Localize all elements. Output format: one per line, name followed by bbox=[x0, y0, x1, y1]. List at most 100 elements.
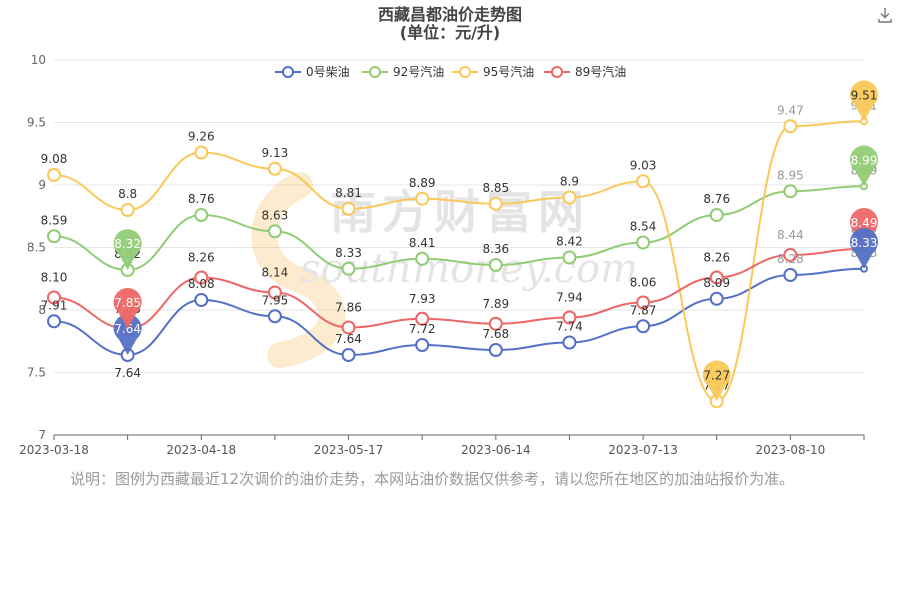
chart-subtitle: (单位：元/升) bbox=[400, 23, 500, 42]
series-point[interactable] bbox=[47, 314, 61, 329]
marker-pin: 8.33 bbox=[850, 228, 878, 269]
y-tick-label: 7 bbox=[38, 428, 46, 442]
data-label: 7.93 bbox=[409, 292, 436, 306]
legend-swatch-dot bbox=[551, 66, 563, 78]
marker-pin: 8.32 bbox=[113, 229, 142, 270]
watermark-text-cn: 南方财富网 bbox=[330, 185, 590, 239]
legend[interactable]: 0号柴油 92号汽油 95号汽油 89号汽油 bbox=[275, 64, 626, 79]
marker-pin: 9.51 bbox=[850, 80, 879, 122]
series-point[interactable] bbox=[783, 119, 798, 134]
series-point[interactable] bbox=[488, 316, 503, 331]
legend-label: 89号汽油 bbox=[575, 64, 626, 79]
y-tick-label: 8 bbox=[38, 303, 46, 317]
legend-item[interactable]: 0号柴油 bbox=[275, 65, 350, 79]
series-point[interactable] bbox=[341, 348, 356, 362]
marker-label: 7.27 bbox=[703, 368, 730, 382]
series-point[interactable] bbox=[488, 258, 503, 272]
series-point[interactable] bbox=[783, 184, 798, 199]
legend-item[interactable]: 92号汽油 bbox=[362, 64, 444, 79]
data-label: 7.87 bbox=[630, 303, 657, 317]
series-point[interactable] bbox=[47, 229, 61, 244]
data-label: 8.33 bbox=[335, 246, 362, 260]
data-label: 9.47 bbox=[777, 103, 804, 117]
marker-shape bbox=[850, 80, 879, 122]
data-label: 8.59 bbox=[41, 213, 68, 227]
download-icon[interactable] bbox=[876, 6, 894, 24]
series-point[interactable] bbox=[562, 310, 577, 325]
series-point[interactable] bbox=[267, 224, 282, 239]
series-point[interactable] bbox=[341, 261, 356, 276]
series-point[interactable] bbox=[194, 270, 209, 285]
series-point[interactable] bbox=[562, 335, 577, 350]
legend-item[interactable]: 95号汽油 bbox=[452, 64, 534, 79]
series-point[interactable] bbox=[120, 203, 135, 217]
series-point[interactable] bbox=[415, 191, 430, 206]
data-label: 8.42 bbox=[556, 235, 583, 249]
series-point[interactable] bbox=[636, 319, 651, 334]
series-point[interactable] bbox=[488, 343, 503, 357]
series-point[interactable] bbox=[341, 320, 356, 335]
marker-shape bbox=[702, 360, 731, 402]
data-label: 8.26 bbox=[188, 251, 215, 265]
chart-title: 西藏昌都油价走势图 bbox=[378, 5, 522, 24]
series-point[interactable] bbox=[709, 270, 724, 285]
series-point[interactable] bbox=[562, 190, 577, 205]
series-point[interactable] bbox=[709, 208, 724, 222]
chart-note: 说明：图例为西藏最近12次调价的油价走势，本网站油价数据仅供参考，请以您所在地区… bbox=[70, 470, 795, 488]
data-label: 8.14 bbox=[262, 266, 289, 280]
marker-pin: 7.27 bbox=[702, 360, 731, 402]
legend-label: 95号汽油 bbox=[483, 64, 534, 79]
marker-pins: 7.64 8.32 7.85 7.27 9.51 8.99 8.49 8.33 bbox=[113, 80, 879, 402]
data-label: 8.26 bbox=[703, 251, 730, 265]
series-point[interactable] bbox=[636, 295, 651, 310]
data-label: 9.13 bbox=[262, 146, 289, 160]
series-point[interactable] bbox=[415, 338, 430, 352]
marker-label: 7.64 bbox=[114, 322, 141, 336]
series-lines bbox=[53, 120, 865, 403]
data-label: 9.26 bbox=[188, 130, 215, 144]
marker-pin: 7.85 bbox=[113, 288, 142, 329]
y-tick-label: 9.5 bbox=[27, 116, 46, 130]
data-label: 8.10 bbox=[41, 271, 68, 285]
data-label: 8.28 bbox=[777, 252, 804, 266]
y-tick-label: 8.5 bbox=[27, 241, 46, 255]
series-point[interactable] bbox=[194, 145, 209, 160]
data-label: 7.68 bbox=[482, 327, 509, 341]
series-point[interactable] bbox=[415, 251, 430, 266]
data-label: 8.09 bbox=[703, 276, 730, 290]
series-point[interactable] bbox=[783, 268, 798, 282]
data-label: 7.64 bbox=[114, 366, 141, 380]
marker-label: 7.85 bbox=[114, 296, 141, 310]
series-point[interactable] bbox=[194, 293, 209, 307]
marker-shape bbox=[113, 229, 142, 270]
data-label: 8.76 bbox=[703, 192, 730, 206]
series-point[interactable] bbox=[415, 311, 430, 326]
data-label: 8.9 bbox=[560, 175, 579, 189]
legend-item[interactable]: 89号汽油 bbox=[544, 64, 626, 79]
series-point[interactable] bbox=[267, 309, 282, 324]
series-point[interactable] bbox=[636, 174, 651, 189]
series-point[interactable] bbox=[636, 235, 651, 250]
series-point[interactable] bbox=[341, 201, 356, 216]
series-point[interactable] bbox=[709, 291, 724, 306]
marker-label: 9.51 bbox=[851, 88, 878, 102]
marker-shape bbox=[850, 228, 878, 269]
marker-pin: 8.99 bbox=[850, 145, 878, 187]
series-point[interactable] bbox=[783, 248, 798, 262]
series-point[interactable] bbox=[267, 161, 282, 176]
marker-shape bbox=[113, 314, 142, 355]
series-point[interactable] bbox=[562, 250, 577, 265]
series-point[interactable] bbox=[194, 208, 209, 222]
data-label: 8.54 bbox=[630, 220, 657, 234]
data-label: 8.08 bbox=[188, 277, 215, 291]
data-label: 7.64 bbox=[335, 332, 362, 346]
data-label: 8.41 bbox=[409, 236, 436, 250]
series-point[interactable] bbox=[267, 285, 282, 300]
legend-swatch-dot bbox=[282, 66, 294, 78]
series-point[interactable] bbox=[47, 168, 61, 182]
series-point[interactable] bbox=[488, 196, 503, 211]
data-label: 7.72 bbox=[409, 322, 436, 336]
y-tick-label: 10 bbox=[31, 53, 46, 67]
series-point[interactable] bbox=[47, 290, 61, 305]
